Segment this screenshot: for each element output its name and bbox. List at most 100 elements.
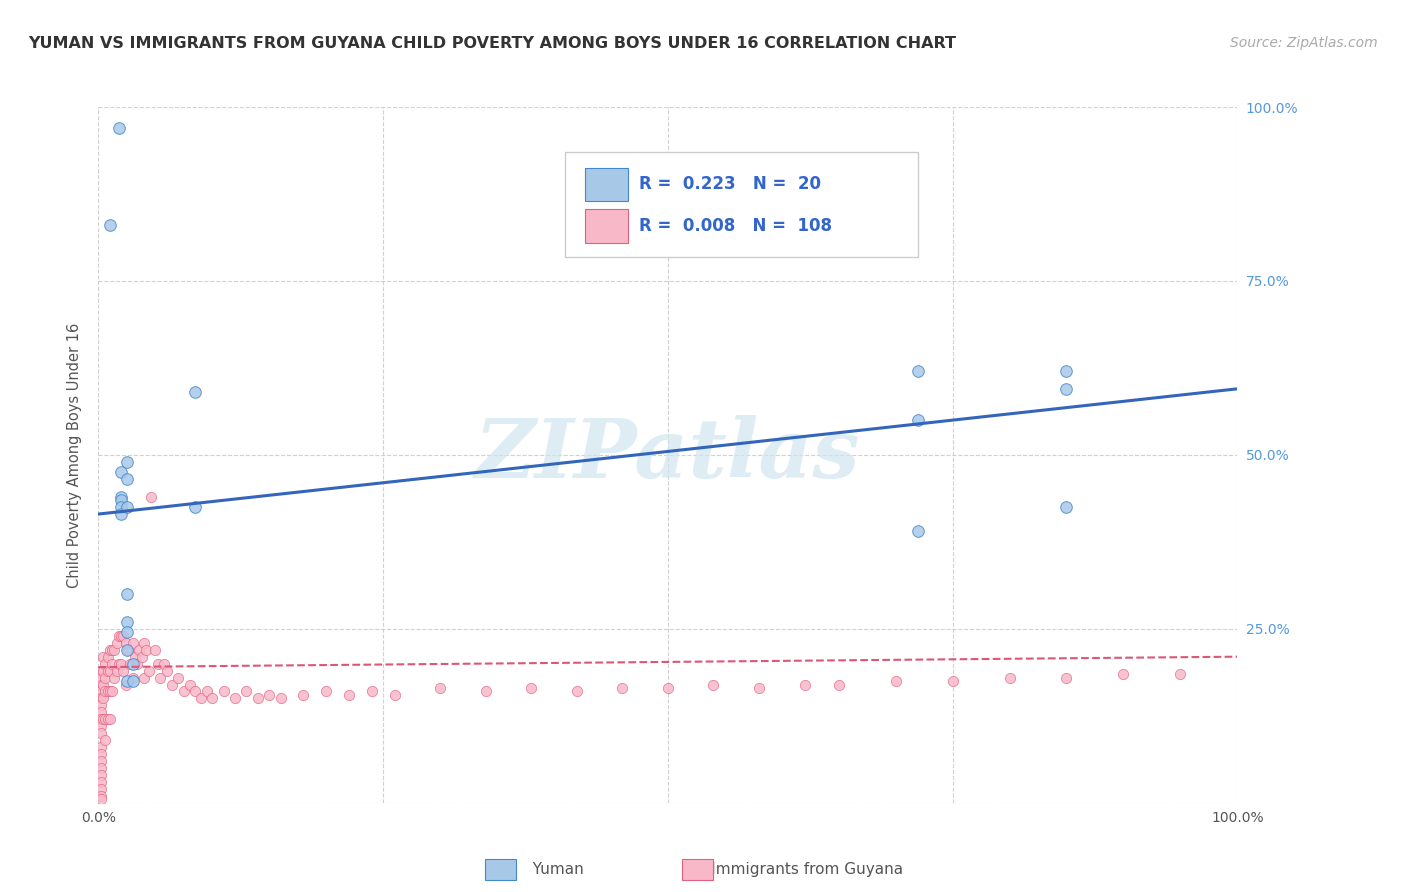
Point: [103, 671, 125, 685]
Point: [139, 490, 162, 504]
Text: Immigrants from Guyana: Immigrants from Guyana: [643, 863, 904, 877]
Point: [90, 754, 112, 768]
Point: [98, 664, 121, 678]
Point: [1054, 671, 1078, 685]
Point: [612, 681, 634, 695]
Point: [120, 657, 142, 671]
Point: [384, 688, 406, 702]
Text: R =  0.008   N =  108: R = 0.008 N = 108: [640, 217, 832, 235]
Point: [91, 691, 114, 706]
Point: [110, 657, 132, 671]
Point: [121, 671, 143, 685]
Point: [98, 684, 121, 698]
Text: Yuman: Yuman: [485, 863, 583, 877]
Point: [112, 664, 135, 678]
Point: [149, 671, 172, 685]
Point: [135, 642, 157, 657]
Point: [94, 733, 117, 747]
Point: [90, 698, 112, 713]
Point: [90, 677, 112, 691]
Text: Source: ZipAtlas.com: Source: ZipAtlas.com: [1230, 36, 1378, 50]
Point: [96, 664, 118, 678]
Point: [108, 120, 131, 135]
Point: [90, 712, 112, 726]
Point: [105, 664, 128, 678]
Point: [90, 664, 112, 678]
Point: [184, 500, 207, 514]
Text: ZIPatlas: ZIPatlas: [475, 415, 860, 495]
Text: R =  0.223   N =  20: R = 0.223 N = 20: [640, 175, 821, 194]
Point: [90, 792, 112, 806]
Point: [115, 674, 138, 689]
Point: [124, 649, 146, 664]
Point: [828, 677, 851, 691]
Point: [121, 674, 143, 689]
Point: [702, 677, 724, 691]
Point: [128, 642, 150, 657]
FancyBboxPatch shape: [585, 168, 628, 201]
Point: [90, 781, 112, 796]
Point: [117, 642, 139, 657]
Point: [360, 684, 382, 698]
Point: [98, 219, 121, 233]
Point: [315, 684, 337, 698]
Point: [201, 691, 224, 706]
Point: [156, 664, 179, 678]
Point: [115, 625, 138, 640]
Point: [90, 726, 112, 740]
Point: [121, 657, 143, 671]
Point: [103, 642, 125, 657]
Point: [131, 649, 153, 664]
Point: [1170, 667, 1192, 681]
Point: [94, 712, 117, 726]
Point: [90, 684, 112, 698]
Point: [90, 719, 112, 733]
Point: [1054, 500, 1078, 514]
Point: [105, 636, 128, 650]
Point: [91, 712, 114, 726]
Point: [184, 684, 207, 698]
Point: [190, 691, 212, 706]
FancyBboxPatch shape: [585, 210, 628, 243]
Point: [907, 364, 929, 378]
Point: [96, 684, 118, 698]
Point: [565, 684, 588, 698]
Point: [110, 466, 132, 480]
Y-axis label: Child Poverty Among Boys Under 16: Child Poverty Among Boys Under 16: [66, 322, 82, 588]
Point: [1054, 364, 1078, 378]
Point: [90, 775, 112, 789]
Point: [90, 761, 112, 775]
Point: [115, 455, 138, 469]
Point: [195, 684, 218, 698]
Point: [91, 649, 114, 664]
Point: [90, 706, 112, 720]
Point: [110, 490, 132, 504]
Point: [474, 684, 496, 698]
Point: [259, 688, 281, 702]
Point: [173, 684, 195, 698]
Point: [748, 681, 770, 695]
Point: [110, 629, 132, 643]
Point: [110, 500, 132, 514]
Point: [907, 524, 929, 539]
Point: [162, 677, 184, 691]
Point: [1112, 667, 1135, 681]
Point: [907, 413, 929, 427]
Point: [121, 636, 143, 650]
Point: [793, 677, 815, 691]
Point: [114, 636, 136, 650]
Point: [98, 712, 121, 726]
Point: [246, 691, 269, 706]
Point: [110, 507, 132, 521]
Point: [657, 681, 679, 695]
Point: [235, 684, 257, 698]
Point: [145, 642, 167, 657]
Point: [110, 493, 132, 508]
Point: [114, 677, 136, 691]
Point: [179, 677, 201, 691]
Point: [292, 688, 315, 702]
Point: [96, 712, 118, 726]
Point: [115, 642, 138, 657]
Point: [998, 671, 1021, 685]
Point: [138, 664, 160, 678]
